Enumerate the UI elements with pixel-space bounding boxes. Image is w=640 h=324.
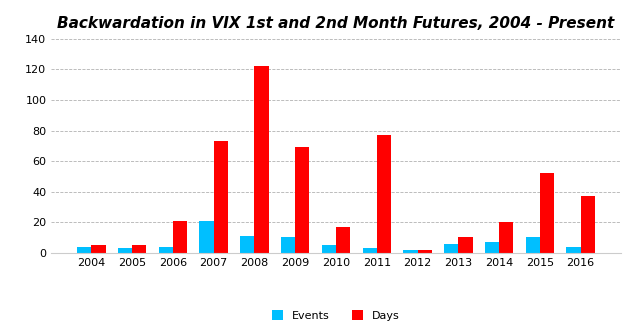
Bar [580, 196, 595, 253]
Bar [499, 222, 513, 253]
Bar [566, 247, 580, 253]
Bar [377, 135, 391, 253]
Bar [255, 66, 269, 253]
Bar [240, 236, 255, 253]
Bar [214, 141, 228, 253]
Bar [485, 242, 499, 253]
Bar [417, 250, 432, 253]
Bar [173, 221, 187, 253]
Bar [77, 247, 92, 253]
Bar [336, 227, 350, 253]
Bar [322, 245, 336, 253]
Title: Backwardation in VIX 1st and 2nd Month Futures, 2004 - Present: Backwardation in VIX 1st and 2nd Month F… [58, 16, 614, 31]
Bar [458, 237, 472, 253]
Bar [159, 247, 173, 253]
Bar [132, 245, 147, 253]
Bar [295, 147, 310, 253]
Bar [540, 173, 554, 253]
Bar [403, 250, 417, 253]
Bar [362, 248, 377, 253]
Bar [118, 248, 132, 253]
Bar [92, 245, 106, 253]
Bar [200, 221, 214, 253]
Legend: Events, Days: Events, Days [268, 305, 404, 324]
Bar [525, 237, 540, 253]
Bar [281, 237, 295, 253]
Bar [444, 244, 458, 253]
